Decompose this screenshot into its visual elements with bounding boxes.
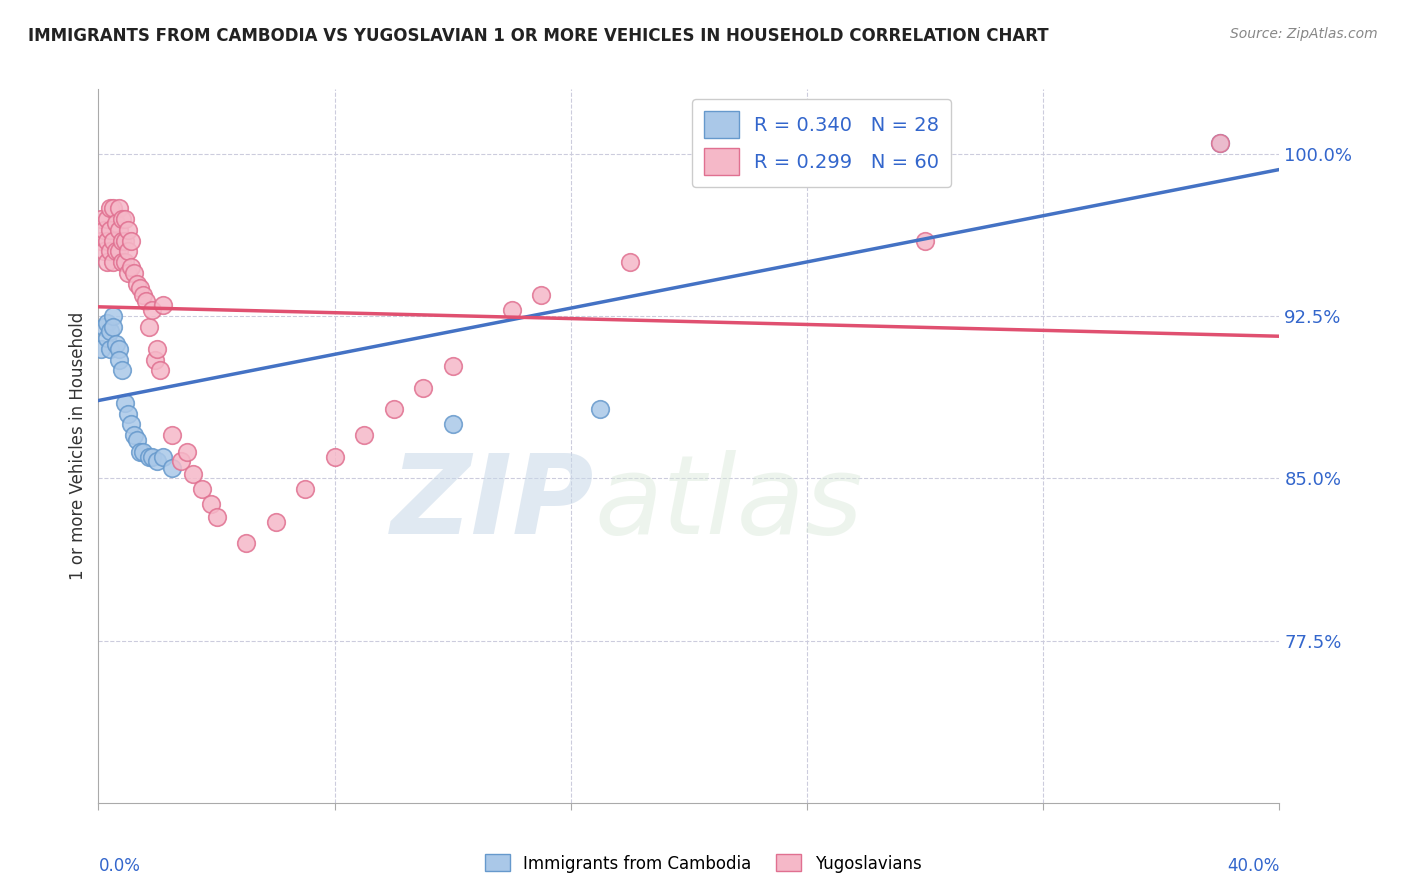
Point [103,234,125,248]
Point [114,396,136,410]
Point [191,482,214,496]
Point [114,211,136,226]
Point [125,277,148,291]
Point [382,402,405,417]
Point [120,417,142,432]
Point [114,255,136,269]
Point [117,266,139,280]
Point [103,255,125,269]
Point [162,428,183,442]
Point [90,234,112,248]
Point [96,211,118,226]
Point [205,510,228,524]
Point [501,302,523,317]
Point [152,450,174,464]
Point [98,201,121,215]
Point [181,467,204,482]
Text: IMMIGRANTS FROM CAMBODIA VS YUGOSLAVIAN 1 OR MORE VEHICLES IN HOUSEHOLD CORRELAT: IMMIGRANTS FROM CAMBODIA VS YUGOSLAVIAN … [28,27,1049,45]
Point [122,266,145,280]
Point [103,320,125,334]
Point [96,234,118,248]
Point [96,255,118,269]
Point [141,302,163,317]
Point [114,234,136,248]
Point [125,433,148,447]
Point [111,255,134,269]
Point [120,260,142,274]
Point [200,497,222,511]
Point [176,445,198,459]
Point [108,342,131,356]
Point [264,515,287,529]
Point [141,450,163,464]
Point [135,294,157,309]
Text: ZIP: ZIP [391,450,595,557]
Point [98,244,121,259]
Point [149,363,172,377]
Point [162,460,183,475]
Text: 0.0%: 0.0% [98,857,141,875]
Point [105,244,128,259]
Point [105,216,128,230]
Point [132,287,155,301]
Point [914,234,936,248]
Point [96,331,118,345]
Point [117,223,139,237]
Point [138,450,160,464]
Text: atlas: atlas [595,450,863,557]
Point [108,352,131,367]
Point [111,211,134,226]
Point [98,342,121,356]
Point [530,287,553,301]
Point [1209,136,1232,151]
Point [122,428,145,442]
Point [619,255,641,269]
Text: 40.0%: 40.0% [1227,857,1279,875]
Point [146,342,169,356]
Point [93,244,115,259]
Point [93,223,115,237]
Point [93,320,115,334]
Point [96,316,118,330]
Legend: Immigrants from Cambodia, Yugoslavians: Immigrants from Cambodia, Yugoslavians [478,847,928,880]
Point [117,407,139,421]
Point [98,325,121,339]
Point [103,201,125,215]
Point [132,445,155,459]
Point [111,234,134,248]
Point [294,482,316,496]
Point [128,281,150,295]
Point [111,363,134,377]
Point [353,428,375,442]
Point [235,536,257,550]
Point [108,244,131,259]
Point [589,402,612,417]
Point [170,454,193,468]
Point [825,158,848,172]
Point [108,201,131,215]
Point [90,211,112,226]
Point [98,223,121,237]
Point [105,337,128,351]
Point [146,454,169,468]
Point [441,359,464,373]
Point [108,223,131,237]
Legend: R = 0.340   N = 28, R = 0.299   N = 60: R = 0.340 N = 28, R = 0.299 N = 60 [692,99,950,187]
Point [1209,136,1232,151]
Point [412,381,434,395]
Y-axis label: 1 or more Vehicles in Household: 1 or more Vehicles in Household [69,312,87,580]
Point [103,310,125,324]
Text: Source: ZipAtlas.com: Source: ZipAtlas.com [1230,27,1378,41]
Point [441,417,464,432]
Point [120,234,142,248]
Point [138,320,160,334]
Point [323,450,346,464]
Point [117,244,139,259]
Point [128,445,150,459]
Point [152,298,174,312]
Point [143,352,166,367]
Point [90,342,112,356]
